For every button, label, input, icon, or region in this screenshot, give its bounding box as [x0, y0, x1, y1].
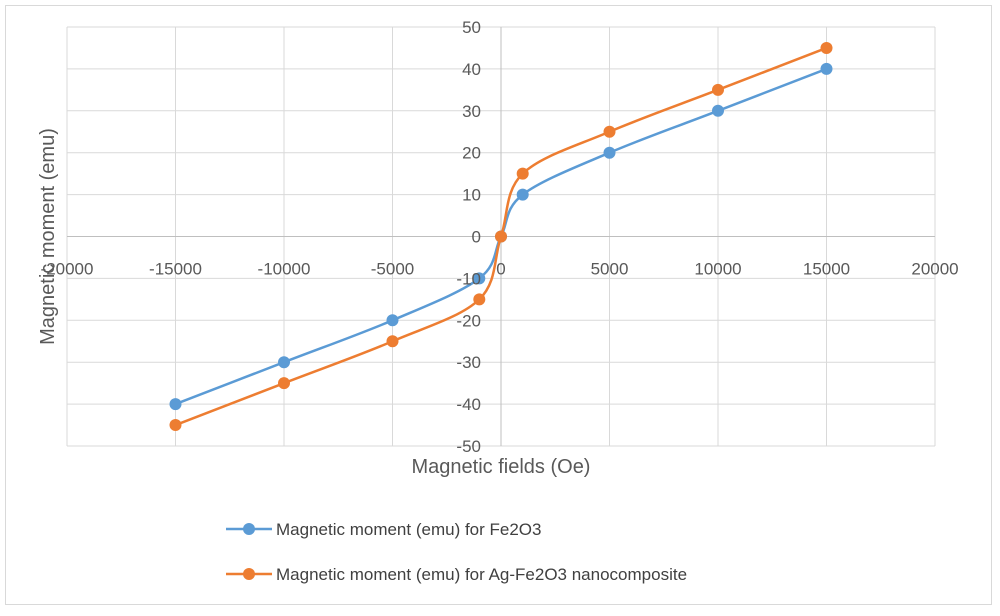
x-tick-label: -5000 — [371, 260, 414, 279]
x-axis-title: Magnetic fields (Oe) — [412, 456, 591, 478]
legend-label-2: Magnetic moment (emu) for Ag-Fe2O3 nanoc… — [276, 565, 687, 584]
legend-label-1: Magnetic moment (emu) for Fe2O3 — [276, 520, 541, 539]
series-2-point — [169, 419, 182, 432]
y-tick-label: 50 — [462, 18, 481, 37]
y-tick-label: 0 — [472, 228, 481, 247]
x-tick-label: 20000 — [911, 260, 958, 279]
y-tick-label: 30 — [462, 102, 481, 121]
series-1-point — [169, 398, 182, 411]
series-2-point — [278, 377, 290, 390]
y-tick-label: -10 — [456, 269, 481, 288]
y-tick-label: -50 — [456, 437, 481, 456]
chart-area — [5, 5, 992, 605]
legend-marker-1 — [243, 523, 255, 535]
series-1-point — [473, 272, 486, 285]
y-tick-label: 20 — [462, 144, 481, 163]
series-layer — [169, 41, 833, 432]
series-2-point — [495, 230, 507, 243]
series-2-point — [712, 83, 724, 96]
series-1-point — [516, 188, 529, 201]
legend-item-2: Magnetic moment (emu) for Ag-Fe2O3 nanoc… — [226, 565, 687, 584]
x-tick-label: -10000 — [258, 260, 311, 279]
legend: Magnetic moment (emu) for Fe2O3 Magnetic … — [226, 520, 687, 584]
y-tick-label: -40 — [456, 395, 481, 414]
legend-marker-2 — [243, 568, 255, 580]
series-2-point — [820, 41, 833, 54]
series-2 — [169, 41, 833, 432]
y-tick-label: 40 — [462, 60, 481, 79]
series-1-point — [278, 356, 290, 369]
series-2-point — [603, 125, 616, 138]
x-tick-label: 0 — [496, 260, 505, 279]
x-tick-label: 10000 — [694, 260, 741, 279]
series-1-point — [386, 314, 399, 327]
series-2-point — [473, 293, 486, 306]
series-1-point — [820, 62, 833, 75]
x-tick-label: 15000 — [803, 260, 850, 279]
legend-item-1: Magnetic moment (emu) for Fe2O3 — [226, 520, 541, 539]
y-tick-label: 10 — [462, 186, 481, 205]
x-tick-label: -20000 — [41, 260, 94, 279]
x-tick-label: -15000 — [149, 260, 202, 279]
x-tick-label: 5000 — [591, 260, 629, 279]
tick-labels: -20000 -15000 -10000 -5000 0 5000 10000 15000 20… — [41, 18, 959, 456]
y-tick-label: -30 — [456, 353, 481, 372]
y-tick-label: -20 — [456, 311, 481, 330]
series-1-point — [712, 104, 724, 117]
series-2-point — [386, 335, 399, 348]
y-axis-title: Magnetic moment (emu) — [37, 128, 59, 345]
series-2-point — [516, 167, 529, 180]
series-1-point — [603, 146, 616, 159]
